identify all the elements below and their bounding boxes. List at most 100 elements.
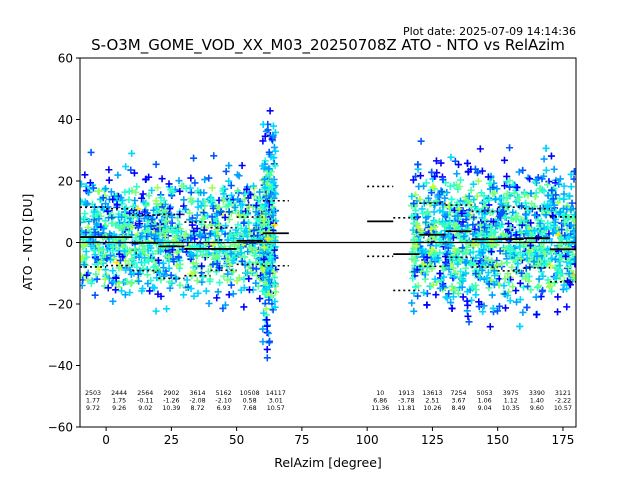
- scatter-point: [109, 240, 117, 248]
- scatter-point: [181, 232, 189, 240]
- scatter-point: [459, 293, 467, 301]
- scatter-point: [555, 265, 563, 273]
- scatter-point: [268, 190, 276, 198]
- scatter-point: [219, 184, 227, 192]
- scatter-point: [533, 311, 541, 319]
- scatter-point: [128, 279, 136, 287]
- scatter-point: [505, 278, 513, 286]
- scatter-point: [271, 147, 279, 155]
- scatter-point: [544, 219, 552, 227]
- scatter-point: [483, 274, 491, 282]
- scatter-point: [542, 211, 550, 219]
- scatter-point: [139, 285, 147, 293]
- scatter-point: [514, 254, 522, 262]
- scatter-point: [129, 202, 137, 210]
- scatter-point: [512, 231, 520, 239]
- scatter-point: [148, 216, 156, 224]
- scatter-point: [539, 272, 547, 280]
- scatter-point: [271, 162, 279, 170]
- scatter-point: [523, 303, 531, 311]
- scatter-point: [101, 275, 109, 283]
- bin-stat-text: 0.58: [243, 398, 257, 405]
- scatter-point: [427, 237, 435, 245]
- scatter-point: [265, 186, 273, 194]
- scatter-point: [565, 263, 573, 271]
- scatter-point: [139, 190, 147, 198]
- scatter-point: [413, 220, 421, 228]
- scatter-point: [260, 212, 268, 220]
- scatter-point: [492, 196, 500, 204]
- scatter-point: [165, 264, 173, 272]
- scatter-point: [431, 223, 439, 231]
- scatter-point: [116, 256, 124, 264]
- scatter-point: [199, 215, 207, 223]
- scatter-point: [488, 257, 496, 265]
- scatter-point: [453, 198, 461, 206]
- scatter-point: [527, 286, 535, 294]
- scatter-point: [182, 205, 190, 213]
- scatter-point: [512, 198, 520, 206]
- bin-stat-text: 8.49: [452, 405, 466, 412]
- scatter-point: [465, 192, 473, 200]
- scatter-point: [570, 272, 576, 280]
- scatter-point: [465, 318, 473, 326]
- scatter-point: [535, 275, 543, 283]
- scatter-point: [127, 280, 135, 288]
- bin-stat-text: 9.60: [530, 405, 544, 412]
- scatter-point: [91, 291, 99, 299]
- scatter-point: [422, 247, 430, 255]
- scatter-point: [473, 192, 481, 200]
- scatter-point: [500, 194, 508, 202]
- scatter-point: [112, 286, 120, 294]
- bin-stat-text: 10.39: [162, 405, 180, 412]
- scatter-point: [490, 267, 498, 275]
- scatter-point: [481, 224, 489, 232]
- scatter-point: [215, 204, 223, 212]
- scatter-point: [484, 256, 492, 264]
- bin-stat-text: 10: [376, 390, 384, 397]
- scatter-point: [461, 232, 469, 240]
- scatter-point: [166, 278, 174, 286]
- scatter-point: [165, 253, 173, 261]
- scatter-point: [262, 127, 270, 135]
- scatter-point: [554, 199, 562, 207]
- scatter-point: [567, 206, 575, 214]
- scatter-point: [477, 189, 485, 197]
- scatter-point: [445, 224, 453, 232]
- scatter-point: [506, 144, 514, 152]
- scatter-point: [547, 152, 555, 160]
- scatter-point: [237, 224, 245, 232]
- scatter-point: [249, 264, 257, 272]
- scatter-point: [462, 200, 470, 208]
- scatter-point: [561, 231, 569, 239]
- scatter-point: [265, 148, 273, 156]
- scatter-point: [130, 251, 138, 259]
- scatter-point: [516, 234, 524, 242]
- scatter-point: [244, 248, 252, 256]
- scatter-point: [173, 248, 181, 256]
- bin-stat-text: 2503: [85, 390, 101, 397]
- scatter-point: [455, 224, 463, 232]
- scatter-point: [202, 287, 210, 295]
- scatter-point: [496, 247, 504, 255]
- scatter-point: [122, 163, 130, 171]
- scatter-point: [211, 232, 219, 240]
- scatter-point: [545, 283, 553, 291]
- scatter-point: [430, 208, 438, 216]
- scatter-point: [159, 208, 167, 216]
- scatter-point: [259, 162, 267, 170]
- scatter-point: [470, 196, 478, 204]
- scatter-point: [412, 242, 420, 250]
- bin-stat-text: 9.26: [112, 405, 126, 412]
- scatter-point: [436, 269, 444, 277]
- scatter-point: [428, 189, 436, 197]
- scatter-point: [455, 161, 463, 169]
- scatter-point: [131, 245, 139, 253]
- scatter-point: [410, 200, 418, 208]
- scatter-point: [206, 277, 214, 285]
- scatter-point: [91, 228, 99, 236]
- scatter-point: [173, 262, 181, 270]
- scatter-point: [256, 227, 264, 235]
- scatter-point: [191, 235, 199, 243]
- scatter-point: [178, 182, 186, 190]
